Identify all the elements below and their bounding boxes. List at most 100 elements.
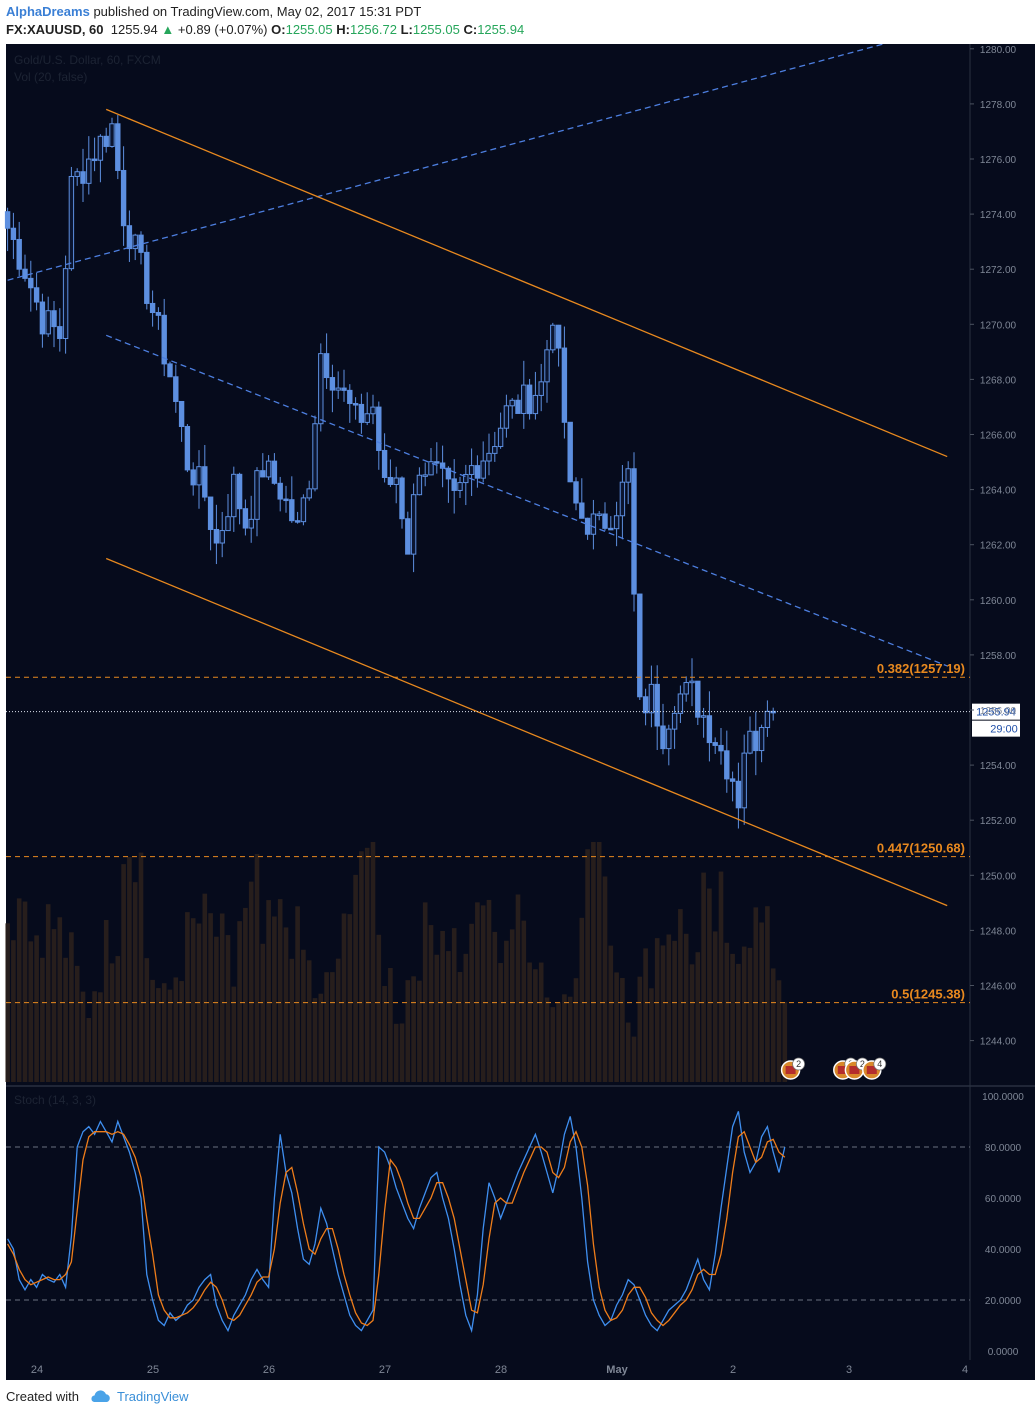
candle-body xyxy=(225,516,231,532)
candle-body xyxy=(497,427,504,448)
candle-body xyxy=(323,353,330,379)
chart-svg[interactable]: 0.382(1257.19) 0.447(1250.68) 0.5(1245.38)… xyxy=(0,26,1035,1380)
volume-bar xyxy=(399,1023,405,1082)
volume-bar xyxy=(283,927,289,1082)
volume-bar xyxy=(202,893,208,1082)
high-value: 1256.72 xyxy=(349,22,397,37)
publish-header: AlphaDreams published on TradingView.com… xyxy=(0,0,1035,44)
price-tick-label: 1250.00 xyxy=(980,871,1017,882)
volume-bar xyxy=(376,934,382,1082)
symbol-line: FX:XAUUSD, 60 1255.94 ▲ +0.89 (+0.07%) O… xyxy=(6,22,524,37)
created-with-label: Created with xyxy=(6,1389,79,1404)
volume-bar xyxy=(243,907,248,1082)
candle-body xyxy=(405,518,411,555)
price-tick-label: 1264.00 xyxy=(980,486,1017,497)
candle-body xyxy=(735,780,742,809)
candle-body xyxy=(202,466,208,498)
chart-area[interactable]: 0.382(1257.19) 0.447(1250.68) 0.5(1245.38)… xyxy=(0,26,1035,1380)
flag-stripe xyxy=(837,1066,848,1074)
volume-bar xyxy=(51,929,57,1082)
high-label: H: xyxy=(336,22,350,37)
volume-bar xyxy=(289,958,295,1082)
candle-body xyxy=(544,349,550,383)
volume-bar xyxy=(689,964,695,1082)
volume-bar xyxy=(295,906,300,1082)
candle-body xyxy=(712,742,718,746)
candle-body xyxy=(28,277,34,289)
fib-level-label: 0.382(1257.19) xyxy=(877,661,965,676)
candle-body xyxy=(468,465,475,475)
candle-body xyxy=(637,593,643,698)
dashed-median-trendline xyxy=(105,334,948,667)
volume-bar xyxy=(34,935,39,1082)
candle-body xyxy=(120,169,127,227)
volume-bar xyxy=(161,983,167,1082)
volume-bar xyxy=(753,907,759,1082)
stoch-tick-label: 100.0000 xyxy=(982,1092,1024,1103)
candle-body xyxy=(213,528,220,544)
volume-bar xyxy=(306,960,312,1082)
price-tick-label: 1260.00 xyxy=(980,596,1017,607)
volume-bar xyxy=(776,980,782,1082)
time-tick-label: 24 xyxy=(31,1364,43,1376)
publish-line: AlphaDreams published on TradingView.com… xyxy=(6,4,421,19)
dashed-upper-trendline xyxy=(7,26,948,281)
volume-bar xyxy=(260,943,266,1082)
candle-body xyxy=(173,376,179,402)
volume-bar xyxy=(156,988,161,1082)
volume-bar xyxy=(109,963,115,1082)
volume-bar xyxy=(422,902,428,1082)
candle-body xyxy=(370,406,376,415)
candle-body xyxy=(10,227,17,240)
candle-body xyxy=(318,353,324,425)
price-tick-label: 1278.00 xyxy=(980,100,1017,111)
candle-body xyxy=(300,497,307,523)
channel-upper-line xyxy=(105,108,948,458)
candle-body xyxy=(613,515,620,530)
volume-bar xyxy=(405,980,411,1082)
candle-body xyxy=(167,363,173,378)
price-tick-label: 1244.00 xyxy=(980,1037,1017,1048)
candle-body xyxy=(103,135,109,147)
candle-body xyxy=(550,324,556,351)
volume-bar xyxy=(347,914,353,1082)
tradingview-link[interactable]: TradingView xyxy=(117,1389,189,1404)
open-label: O: xyxy=(271,22,286,37)
price-tick-label: 1262.00 xyxy=(980,541,1017,552)
low-label: L: xyxy=(400,22,413,37)
flag-stripe xyxy=(785,1066,796,1074)
volume-bar xyxy=(533,969,538,1082)
candle-body xyxy=(561,347,568,423)
candle-body xyxy=(149,302,156,314)
candle-body xyxy=(242,508,249,529)
candle-body xyxy=(138,234,144,253)
volume-bar xyxy=(121,864,126,1082)
price-change: +0.89 (+0.07%) xyxy=(177,22,268,37)
time-tick-label: 3 xyxy=(846,1364,852,1376)
candle-body xyxy=(329,377,336,391)
countdown-tag xyxy=(972,720,1020,737)
candle-body xyxy=(39,301,46,335)
volume-bar xyxy=(214,936,219,1082)
candle-body xyxy=(428,461,434,476)
candle-body xyxy=(155,312,162,316)
candle-body xyxy=(538,381,544,396)
candle-body xyxy=(753,730,759,752)
volume-bar xyxy=(712,931,718,1082)
volume-bar xyxy=(16,898,22,1082)
candle-body xyxy=(509,399,515,407)
candle-body xyxy=(126,225,133,250)
volume-bar xyxy=(185,912,190,1082)
volume-bar xyxy=(707,888,712,1082)
volume-bar xyxy=(57,917,63,1082)
event-count-label: 4 xyxy=(877,1059,882,1069)
time-tick-label: 28 xyxy=(495,1364,507,1376)
volume-bar xyxy=(527,962,532,1082)
candle-body xyxy=(231,473,237,518)
volume-bar xyxy=(654,938,660,1082)
price-tick-label: 1274.00 xyxy=(980,210,1017,221)
author-link[interactable]: AlphaDreams xyxy=(6,4,90,19)
volume-bar xyxy=(747,947,753,1082)
candle-body xyxy=(608,527,614,531)
volume-bar xyxy=(103,920,109,1082)
